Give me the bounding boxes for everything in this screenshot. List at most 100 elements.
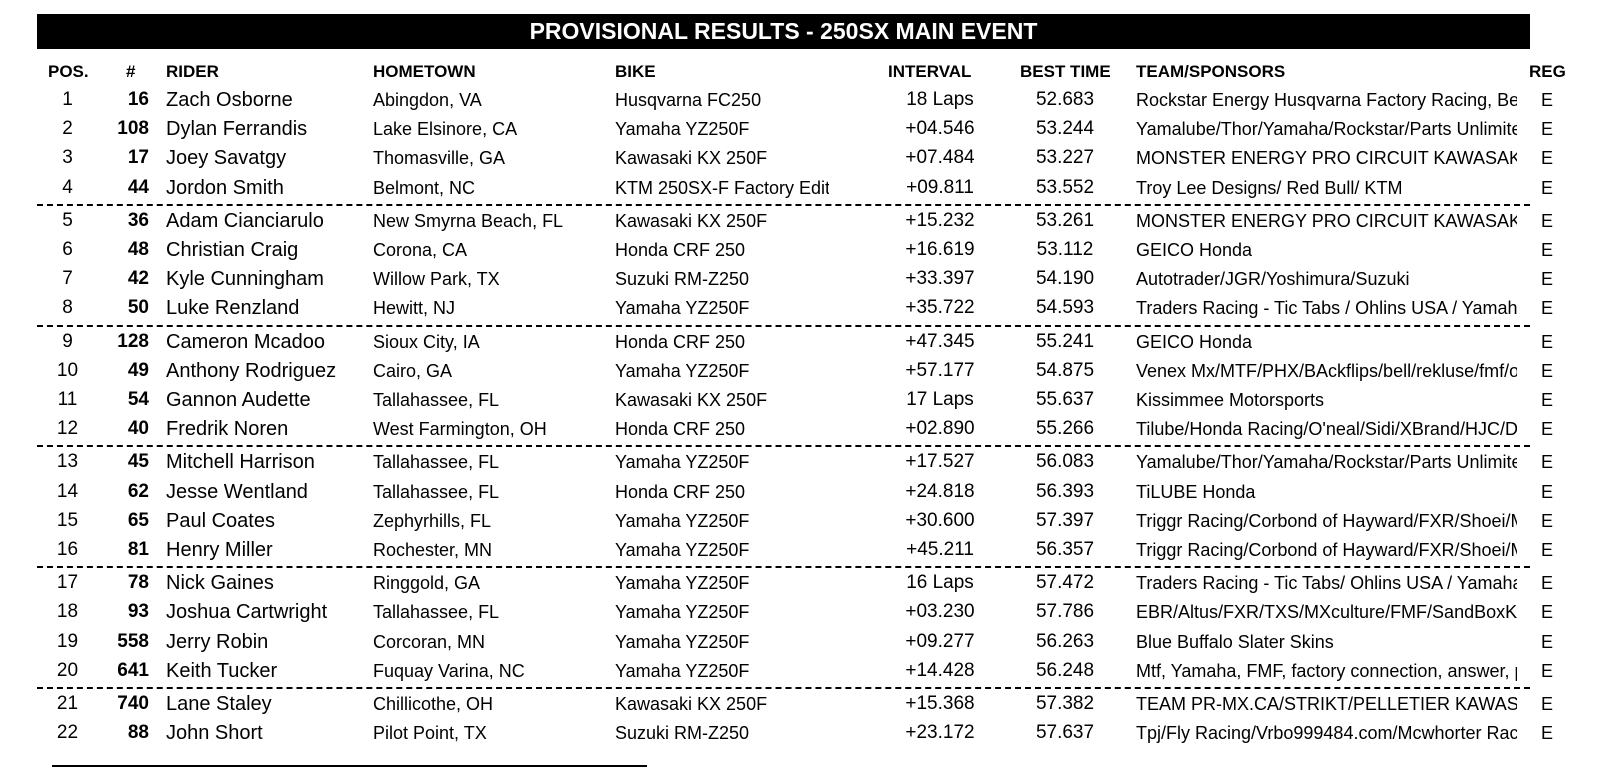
bike-number-cell: 40: [127, 418, 149, 439]
team-sponsors-cell: Mtf, Yamaha, FMF, factory connection, an…: [1136, 661, 1517, 681]
table-row: 11 54 Gannon Audette Tallahassee, FL Kawasak…: [0, 386, 1614, 414]
group-separator: [37, 566, 1530, 568]
rider-name-cell: Gannon Audette: [166, 389, 311, 411]
hometown-cell: Zephyrhills, FL: [373, 511, 492, 531]
bike-cell: Yamaha YZ250F: [615, 452, 750, 472]
region-cell: E: [1540, 119, 1553, 139]
position-cell: 3: [62, 147, 73, 168]
bike-number-cell: 78: [127, 572, 149, 593]
region-cell: E: [1540, 211, 1553, 231]
position-cell: 17: [56, 572, 79, 593]
column-header-best-time: BEST TIME: [1020, 62, 1111, 81]
bike-cell: Kawasaki KX 250F: [615, 694, 768, 714]
rider-name-cell: Joshua Cartwright: [166, 601, 328, 623]
column-header-reg: REG: [1529, 62, 1566, 81]
region-cell: E: [1540, 632, 1553, 652]
rider-name-cell: Christian Craig: [166, 239, 299, 261]
region-cell: E: [1540, 390, 1553, 410]
team-sponsors-cell: Yamalube/Thor/Yamaha/Rockstar/Parts Unli…: [1136, 119, 1517, 139]
table-row: 12 40 Fredrik Noren West Farmington, OH Hond…: [0, 415, 1614, 443]
interval-cell: 16 Laps: [906, 572, 974, 593]
position-cell: 4: [62, 177, 73, 198]
interval-cell: 18 Laps: [906, 89, 974, 110]
rider-name-cell: Nick Gaines: [166, 572, 274, 594]
bike-number-cell: 62: [127, 481, 149, 502]
rider-name-cell: Luke Renzland: [166, 297, 300, 319]
hometown-cell: Chillicothe, OH: [373, 694, 494, 714]
bike-number-cell: 45: [127, 451, 149, 472]
hometown-cell: West Farmington, OH: [373, 419, 547, 439]
hometown-cell: Fuquay Varina, NC: [373, 661, 525, 681]
rider-name-cell: Keith Tucker: [166, 660, 278, 682]
column-header-bike: BIKE: [615, 62, 656, 81]
team-sponsors-cell: TEAM PR-MX.CA/STRIKT/PELLETIER KAWASA: [1136, 694, 1517, 714]
interval-cell: +16.619: [905, 239, 975, 260]
table-row: 9 128 Cameron Mcadoo Sioux City, IA Honda CR…: [0, 328, 1614, 356]
bike-cell: Yamaha YZ250F: [615, 540, 750, 560]
hometown-cell: Belmont, NC: [373, 178, 476, 198]
position-cell: 20: [56, 660, 79, 681]
region-cell: E: [1540, 148, 1553, 168]
team-sponsors-cell: MONSTER ENERGY PRO CIRCUIT KAWASAKI: [1136, 148, 1517, 168]
interval-cell: +30.600: [905, 510, 975, 531]
bike-number-cell: 42: [127, 268, 149, 289]
region-cell: E: [1540, 602, 1553, 622]
region-cell: E: [1540, 90, 1553, 110]
bike-number-cell: 88: [127, 722, 149, 743]
bike-cell: Honda CRF 250: [615, 482, 746, 502]
region-cell: E: [1540, 661, 1553, 681]
column-header-pos: POS.: [48, 62, 89, 81]
rider-name-cell: Mitchell Harrison: [166, 451, 315, 473]
interval-cell: +03.230: [905, 601, 975, 622]
best-time-cell: 53.261: [1035, 210, 1095, 231]
bike-cell: Honda CRF 250: [615, 419, 746, 439]
rider-name-cell: Cameron Mcadoo: [166, 331, 325, 353]
region-cell: E: [1540, 573, 1553, 593]
column-header-rider: RIDER: [166, 62, 219, 81]
rider-name-cell: John Short: [166, 722, 263, 744]
table-row: 4 44 Jordon Smith Belmont, NC KTM 250SX-F Fa…: [0, 174, 1614, 202]
group-separator: [37, 325, 1530, 327]
team-sponsors-cell: Tilube/Honda Racing/O'neal/Sidi/XBrand/H…: [1136, 419, 1517, 439]
best-time-cell: 57.786: [1035, 601, 1095, 622]
table-row: 14 62 Jesse Wentland Tallahassee, FL Honda C…: [0, 478, 1614, 506]
hometown-cell: New Smyrna Beach, FL: [373, 211, 564, 231]
table-row: 20 641 Keith Tucker Fuquay Varina, NC Yamaha…: [0, 657, 1614, 685]
table-row: 15 65 Paul Coates Zephyrhills, FL Yamaha YZ2…: [0, 507, 1614, 535]
hometown-cell: Tallahassee, FL: [373, 482, 500, 502]
team-sponsors-cell: Venex Mx/MTF/PHX/BAckflips/bell/rekluse/…: [1136, 361, 1517, 381]
interval-cell: +33.397: [905, 268, 975, 289]
bike-number-cell: 36: [127, 210, 149, 231]
best-time-cell: 57.472: [1035, 572, 1095, 593]
region-cell: E: [1540, 694, 1553, 714]
best-time-cell: 53.244: [1035, 118, 1095, 139]
table-row: 3 17 Joey Savatgy Thomasville, GA Kawasaki K…: [0, 144, 1614, 172]
interval-cell: +23.172: [905, 722, 975, 743]
bike-number-cell: 49: [127, 360, 149, 381]
position-cell: 11: [57, 389, 78, 410]
region-cell: E: [1540, 361, 1553, 381]
table-row: 8 50 Luke Renzland Hewitt, NJ Yamaha YZ250F +…: [0, 294, 1614, 322]
bike-number-cell: 81: [127, 539, 149, 560]
table-row: 7 42 Kyle Cunningham Willow Park, TX Suzuki …: [0, 265, 1614, 293]
hometown-cell: Lake Elsinore, CA: [373, 119, 518, 139]
position-cell: 6: [62, 239, 73, 260]
interval-cell: +24.818: [905, 481, 975, 502]
bike-cell: Yamaha YZ250F: [615, 632, 750, 652]
region-cell: E: [1540, 540, 1553, 560]
bike-cell: Honda CRF 250: [615, 240, 746, 260]
best-time-cell: 53.227: [1035, 147, 1095, 168]
bike-cell: Husqvarna FC250: [615, 90, 762, 110]
bike-number-cell: 44: [127, 177, 149, 198]
rider-name-cell: Adam Cianciarulo: [166, 210, 324, 232]
table-row: 18 93 Joshua Cartwright Tallahassee, FL Yama…: [0, 598, 1614, 626]
table-row: 22 88 John Short Pilot Point, TX Suzuki RM-Z…: [0, 719, 1614, 747]
column-header-team: TEAM/SPONSORS: [1136, 62, 1286, 81]
region-cell: E: [1540, 482, 1553, 502]
team-sponsors-cell: Autotrader/JGR/Yoshimura/Suzuki: [1136, 269, 1410, 289]
team-sponsors-cell: Triggr Racing/Corbond of Hayward/FXR/Sho…: [1136, 540, 1517, 560]
best-time-cell: 52.683: [1035, 89, 1095, 110]
column-header-interval: INTERVAL: [888, 62, 972, 81]
group-separator: [37, 687, 1530, 689]
bike-number-cell: 641: [117, 660, 149, 681]
